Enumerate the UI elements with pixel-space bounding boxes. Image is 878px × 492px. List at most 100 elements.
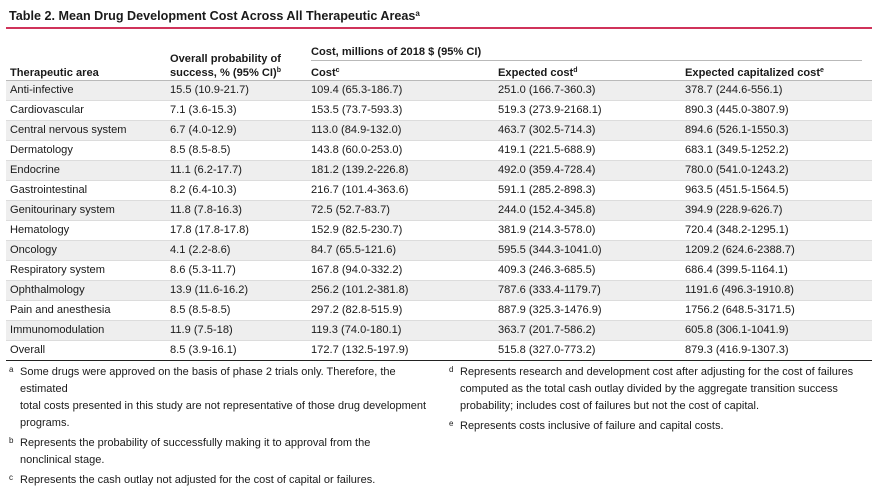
cell-cost: 119.3 (74.0-180.1) bbox=[307, 320, 494, 341]
cost-table: Therapeutic area Overall probability of s… bbox=[6, 38, 873, 361]
header-probability: Overall probability of success, % (95% CI… bbox=[166, 38, 307, 81]
cell-cost: 109.4 (65.3-186.7) bbox=[307, 80, 494, 101]
header-prob-sup: b bbox=[276, 67, 281, 74]
footnote-d: d Represents research and development cos… bbox=[449, 364, 869, 415]
cell-cost: 167.8 (94.0-332.2) bbox=[307, 260, 494, 281]
cell-probability: 11.9 (7.5-18) bbox=[166, 320, 307, 341]
footnote-mark: d bbox=[449, 365, 454, 374]
cell-area: Dermatology bbox=[6, 140, 166, 161]
cell-probability: 4.1 (2.2-8.6) bbox=[166, 240, 307, 261]
table-row: Hematology 17.8 (17.8-17.8) 152.9 (82.5-23… bbox=[6, 220, 873, 241]
cell-area: Gastrointestinal bbox=[6, 180, 166, 201]
table-row: Genitourinary system 11.8 (7.8-16.3) 72.5 … bbox=[6, 200, 873, 221]
cell-probability: 7.1 (3.6-15.3) bbox=[166, 100, 307, 121]
cell-expected-cost: 492.0 (359.4-728.4) bbox=[494, 160, 681, 181]
header-expected-label: Expected cost bbox=[498, 67, 574, 79]
cell-expected-cost: 363.7 (201.7-586.2) bbox=[494, 320, 681, 341]
cell-probability: 17.8 (17.8-17.8) bbox=[166, 220, 307, 241]
cell-cost: 153.5 (73.7-593.3) bbox=[307, 100, 494, 121]
footnote-line: programs. bbox=[20, 417, 70, 429]
cell-area: Respiratory system bbox=[6, 260, 166, 281]
cell-probability: 8.2 (6.4-10.3) bbox=[166, 180, 307, 201]
cell-capitalized-cost: 963.5 (451.5-1564.5) bbox=[681, 180, 873, 201]
cell-cost: 216.7 (101.4-363.6) bbox=[307, 180, 494, 201]
cell-expected-cost: 381.9 (214.3-578.0) bbox=[494, 220, 681, 241]
header-capitalized-cost: Expected capitalized coste bbox=[681, 62, 873, 81]
cell-capitalized-cost: 605.8 (306.1-1041.9) bbox=[681, 320, 873, 341]
cell-area: Central nervous system bbox=[6, 120, 166, 141]
cell-capitalized-cost: 1756.2 (648.5-3171.5) bbox=[681, 300, 873, 321]
table-title-text: Table 2. Mean Drug Development Cost Acro… bbox=[9, 9, 416, 23]
cell-cost: 181.2 (139.2-226.8) bbox=[307, 160, 494, 181]
header-prob-line2: success, % (95% CI) bbox=[170, 67, 277, 79]
cell-capitalized-cost: 683.1 (349.5-1252.2) bbox=[681, 140, 873, 161]
cell-cost: 143.8 (60.0-253.0) bbox=[307, 140, 494, 161]
cell-cost: 152.9 (82.5-230.7) bbox=[307, 220, 494, 241]
header-cost-group-label: Cost, millions of 2018 $ (95% CI) bbox=[311, 46, 863, 61]
cell-cost: 256.2 (101.2-381.8) bbox=[307, 280, 494, 301]
cell-cost: 84.7 (65.5-121.6) bbox=[307, 240, 494, 261]
cell-expected-cost: 595.5 (344.3-1041.0) bbox=[494, 240, 681, 261]
footnote-line: Some drugs were approved on the basis of… bbox=[20, 366, 396, 395]
cell-area: Overall bbox=[6, 340, 166, 361]
cell-expected-cost: 515.8 (327.0-773.2) bbox=[494, 340, 681, 361]
table-row: Central nervous system 6.7 (4.0-12.9) 113.… bbox=[6, 120, 873, 141]
cell-area: Oncology bbox=[6, 240, 166, 261]
header-cost-label: Cost bbox=[311, 67, 336, 79]
footnote-mark: b bbox=[9, 436, 14, 445]
cell-area: Hematology bbox=[6, 220, 166, 241]
cell-probability: 8.5 (8.5-8.5) bbox=[166, 140, 307, 161]
footnote-line: Represents research and development cost… bbox=[460, 366, 854, 378]
footnote-mark: a bbox=[9, 365, 14, 374]
footnote-line: Represents costs inclusive of failure an… bbox=[460, 420, 724, 432]
cell-probability: 8.6 (5.3-11.7) bbox=[166, 260, 307, 281]
header-capitalized-sup: e bbox=[820, 67, 824, 74]
cell-area: Immunomodulation bbox=[6, 320, 166, 341]
footnote-line: Represents the cash outlay not adjusted … bbox=[20, 474, 376, 486]
cell-probability: 8.5 (3.9-16.1) bbox=[166, 340, 307, 361]
cell-cost: 297.2 (82.8-515.9) bbox=[307, 300, 494, 321]
cell-capitalized-cost: 780.0 (541.0-1243.2) bbox=[681, 160, 873, 181]
table-title: Table 2. Mean Drug Development Cost Acro… bbox=[6, 0, 872, 29]
cell-area: Ophthalmology bbox=[6, 280, 166, 301]
cell-probability: 11.1 (6.2-17.7) bbox=[166, 160, 307, 181]
footnote-line: total costs presented in this study are … bbox=[20, 400, 427, 412]
cell-probability: 13.9 (11.6-16.2) bbox=[166, 280, 307, 301]
footnote-line: computed as the total cash outlay divide… bbox=[460, 383, 838, 395]
cell-capitalized-cost: 720.4 (348.2-1295.1) bbox=[681, 220, 873, 241]
table-row: Anti-infective 15.5 (10.9-21.7) 109.4 (65.… bbox=[6, 80, 873, 101]
cell-area: Cardiovascular bbox=[6, 100, 166, 121]
header-area-label: Therapeutic area bbox=[10, 67, 99, 79]
cell-capitalized-cost: 686.4 (399.5-1164.1) bbox=[681, 260, 873, 281]
cell-capitalized-cost: 879.3 (416.9-1307.3) bbox=[681, 340, 873, 361]
cell-capitalized-cost: 894.6 (526.1-1550.3) bbox=[681, 120, 873, 141]
cell-expected-cost: 463.7 (302.5-714.3) bbox=[494, 120, 681, 141]
footnote-a: a Some drugs were approved on the basis o… bbox=[9, 364, 439, 432]
cell-probability: 6.7 (4.0-12.9) bbox=[166, 120, 307, 141]
table-row: Overall 8.5 (3.9-16.1) 172.7 (132.5-197.9)… bbox=[6, 340, 873, 361]
header-cost-sup: c bbox=[335, 67, 340, 74]
table-figure: Table 2. Mean Drug Development Cost Acro… bbox=[6, 0, 873, 486]
footnote-line: Represents the probability of successful… bbox=[20, 437, 371, 449]
footnote-line: nonclinical stage. bbox=[20, 454, 105, 466]
cell-capitalized-cost: 890.3 (445.0-3807.9) bbox=[681, 100, 873, 121]
cell-probability: 15.5 (10.9-21.7) bbox=[166, 80, 307, 101]
cell-cost: 172.7 (132.5-197.9) bbox=[307, 340, 494, 361]
header-capitalized-label: Expected capitalized cost bbox=[685, 67, 821, 79]
footnote-b: b Represents the probability of successfu… bbox=[9, 435, 439, 469]
header-prob-line1: Overall probability of bbox=[170, 53, 281, 65]
table-row: Respiratory system 8.6 (5.3-11.7) 167.8 (9… bbox=[6, 260, 873, 281]
footnotes-left: a Some drugs were approved on the basis o… bbox=[9, 364, 439, 492]
table-row: Dermatology 8.5 (8.5-8.5) 143.8 (60.0-253.… bbox=[6, 140, 873, 161]
footnote-e: e Represents costs inclusive of failure a… bbox=[449, 418, 869, 435]
cell-expected-cost: 519.3 (273.9-2168.1) bbox=[494, 100, 681, 121]
cell-capitalized-cost: 1209.2 (624.6-2388.7) bbox=[681, 240, 873, 261]
cell-cost: 72.5 (52.7-83.7) bbox=[307, 200, 494, 221]
cell-expected-cost: 887.9 (325.3-1476.9) bbox=[494, 300, 681, 321]
cell-probability: 8.5 (8.5-8.5) bbox=[166, 300, 307, 321]
cell-expected-cost: 591.1 (285.2-898.3) bbox=[494, 180, 681, 201]
footnotes-right: d Represents research and development cos… bbox=[449, 364, 869, 438]
cell-area: Pain and anesthesia bbox=[6, 300, 166, 321]
title-footnote-mark: a bbox=[415, 9, 420, 18]
cell-expected-cost: 244.0 (152.4-345.8) bbox=[494, 200, 681, 221]
